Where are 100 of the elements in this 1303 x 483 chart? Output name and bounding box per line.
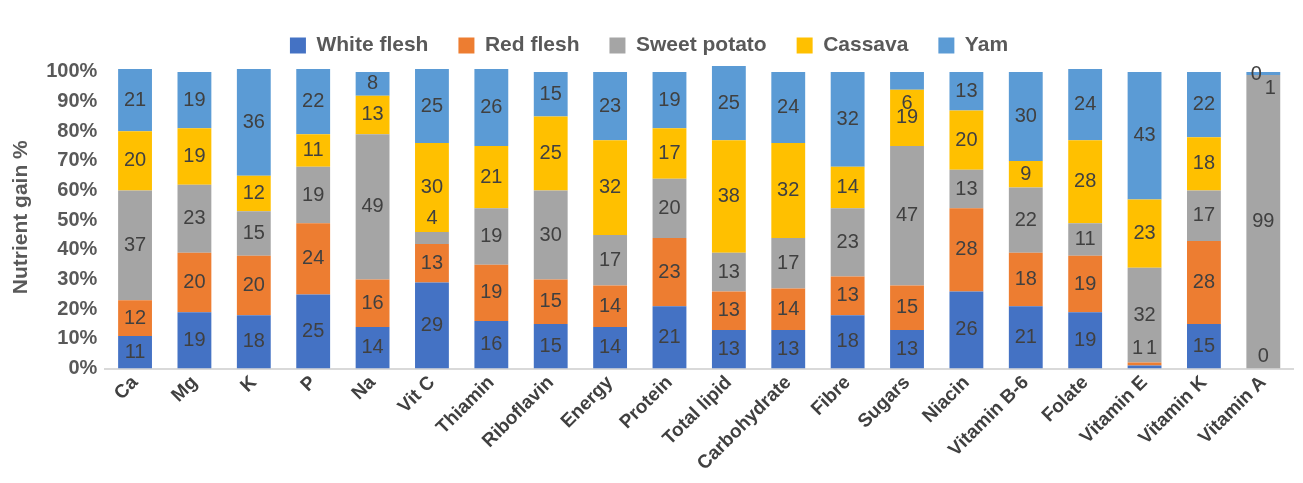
text: 18 bbox=[242, 329, 265, 352]
bar bbox=[177, 184, 212, 253]
bar bbox=[118, 68, 152, 132]
text: 19 bbox=[658, 87, 681, 110]
text: 49 bbox=[361, 194, 384, 217]
bar bbox=[236, 68, 271, 176]
text: 26 bbox=[955, 317, 978, 340]
text: 23 bbox=[658, 259, 681, 282]
text: 26 bbox=[480, 95, 503, 118]
text: 4 bbox=[426, 205, 438, 228]
bar bbox=[236, 315, 271, 369]
text: 22 bbox=[1192, 92, 1216, 115]
bar bbox=[415, 68, 449, 144]
bar bbox=[949, 208, 984, 292]
text: 22 bbox=[1014, 207, 1037, 230]
text: 13 bbox=[717, 336, 740, 359]
text: 28 bbox=[1192, 270, 1216, 293]
text: 21 bbox=[1014, 324, 1037, 347]
bar bbox=[1127, 199, 1162, 268]
text: 36 bbox=[242, 109, 265, 132]
text: 32 bbox=[777, 178, 800, 201]
text: 19 bbox=[480, 224, 503, 247]
text: 32 bbox=[1133, 302, 1156, 325]
bar bbox=[1008, 187, 1043, 253]
bar bbox=[711, 66, 746, 141]
text: 14 bbox=[598, 335, 622, 358]
x-tick-label: Mg bbox=[166, 371, 201, 406]
bar bbox=[593, 71, 628, 141]
text: 37 bbox=[123, 232, 147, 255]
text: 32 bbox=[598, 175, 622, 198]
bar bbox=[355, 134, 390, 280]
bar bbox=[1068, 312, 1103, 369]
text: 19 bbox=[1074, 327, 1097, 350]
text: 99 bbox=[1252, 209, 1275, 232]
bar bbox=[593, 285, 628, 328]
bar bbox=[1187, 190, 1221, 241]
text: 14 bbox=[836, 175, 859, 198]
bar bbox=[474, 68, 509, 147]
text: 23 bbox=[836, 229, 859, 252]
bar bbox=[1008, 252, 1043, 307]
text: 21 bbox=[658, 324, 681, 347]
text: 13 bbox=[955, 176, 978, 199]
text: 15 bbox=[895, 295, 919, 318]
text: 19 bbox=[1074, 271, 1097, 294]
legend-label: Sweet potato bbox=[635, 32, 767, 56]
bar bbox=[118, 300, 152, 336]
y-tick-label: 30% bbox=[57, 267, 98, 290]
bar bbox=[118, 190, 152, 301]
y-tick-label: 100% bbox=[46, 59, 98, 82]
bar bbox=[296, 134, 331, 167]
bar bbox=[236, 255, 271, 316]
text: 11 bbox=[1074, 227, 1096, 250]
bar bbox=[1008, 306, 1043, 369]
bar bbox=[593, 140, 628, 236]
text: 47 bbox=[895, 203, 919, 226]
bar bbox=[1068, 223, 1103, 256]
text: 28 bbox=[955, 237, 978, 260]
y-tick-label: 50% bbox=[57, 207, 98, 230]
text: 12 bbox=[242, 181, 265, 204]
text: 11 bbox=[124, 339, 146, 362]
bar bbox=[830, 208, 865, 277]
y-tick-label: 70% bbox=[57, 148, 98, 171]
bar bbox=[890, 71, 924, 90]
text: 25 bbox=[420, 93, 444, 116]
bar bbox=[118, 131, 152, 191]
bar bbox=[296, 68, 331, 135]
x-tick-label: Na bbox=[347, 370, 380, 404]
text: 15 bbox=[242, 221, 265, 244]
text: 18 bbox=[1014, 267, 1037, 290]
text: 17 bbox=[658, 141, 681, 164]
text: 24 bbox=[1074, 92, 1097, 115]
text: 14 bbox=[361, 335, 384, 358]
text: 25 bbox=[302, 318, 325, 341]
text: 24 bbox=[777, 95, 800, 118]
x-tick-label: Ca bbox=[109, 370, 142, 404]
bar bbox=[415, 232, 449, 244]
text: 11 bbox=[302, 138, 324, 161]
text: 19 bbox=[183, 87, 206, 110]
x-tick-label: Vit C bbox=[393, 371, 439, 417]
text: 20 bbox=[123, 148, 147, 171]
bar bbox=[1187, 240, 1221, 325]
text: 13 bbox=[836, 283, 859, 306]
text: 13 bbox=[955, 78, 978, 101]
bar bbox=[771, 71, 806, 144]
text: 15 bbox=[539, 333, 562, 356]
bar bbox=[830, 71, 865, 167]
text: 17 bbox=[598, 247, 622, 270]
x-tick-label: K bbox=[235, 371, 261, 396]
bar bbox=[236, 211, 271, 256]
text: 13 bbox=[717, 298, 740, 321]
bar bbox=[474, 208, 509, 265]
bar bbox=[652, 128, 687, 179]
text: 13 bbox=[717, 259, 740, 282]
text: 20 bbox=[658, 195, 681, 218]
text: 18 bbox=[1192, 151, 1216, 174]
text: 23 bbox=[183, 206, 206, 229]
bar bbox=[415, 243, 449, 283]
text: 30 bbox=[539, 222, 562, 245]
bar bbox=[1127, 71, 1162, 200]
text: 21 bbox=[123, 87, 147, 110]
